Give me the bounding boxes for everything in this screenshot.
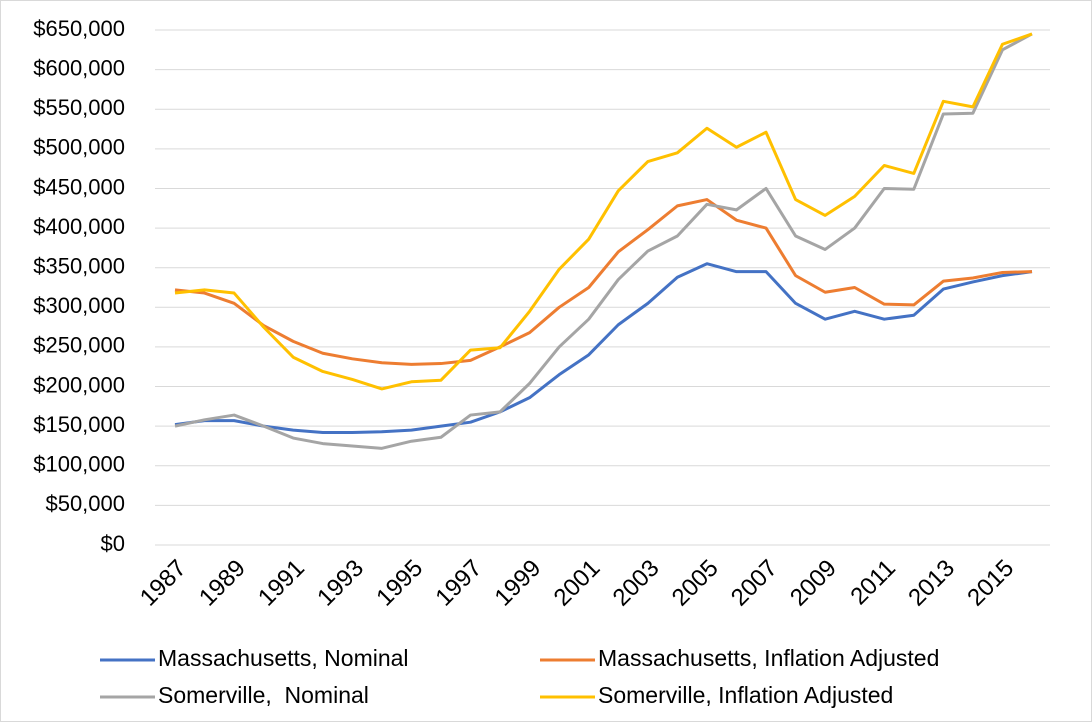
y-tick-label: $600,000 <box>33 55 125 80</box>
y-tick-label: $400,000 <box>33 214 125 239</box>
y-tick-label: $150,000 <box>33 412 125 437</box>
y-tick-label: $0 <box>101 531 125 556</box>
legend-label: Somerville, Nominal <box>158 682 369 708</box>
series-line <box>174 32 1033 391</box>
y-tick-label: $100,000 <box>33 452 125 477</box>
y-tick-label: $250,000 <box>33 333 125 358</box>
y-tick-label: $200,000 <box>33 372 125 397</box>
y-tick-label: $500,000 <box>33 135 125 160</box>
series-line <box>174 32 1033 450</box>
y-tick-label: $300,000 <box>33 293 125 318</box>
legend-label: Massachusetts, Nominal <box>158 645 409 671</box>
legend-label: Massachusetts, Inflation Adjusted <box>598 645 939 671</box>
series-line <box>174 198 1033 366</box>
legend-label: Somerville, Inflation Adjusted <box>598 682 893 708</box>
y-tick-label: $450,000 <box>33 174 125 199</box>
y-tick-label: $550,000 <box>33 95 125 120</box>
y-tick-label: $650,000 <box>33 16 125 41</box>
y-tick-label: $350,000 <box>33 254 125 279</box>
series-line <box>174 262 1033 434</box>
y-tick-label: $50,000 <box>45 491 125 516</box>
